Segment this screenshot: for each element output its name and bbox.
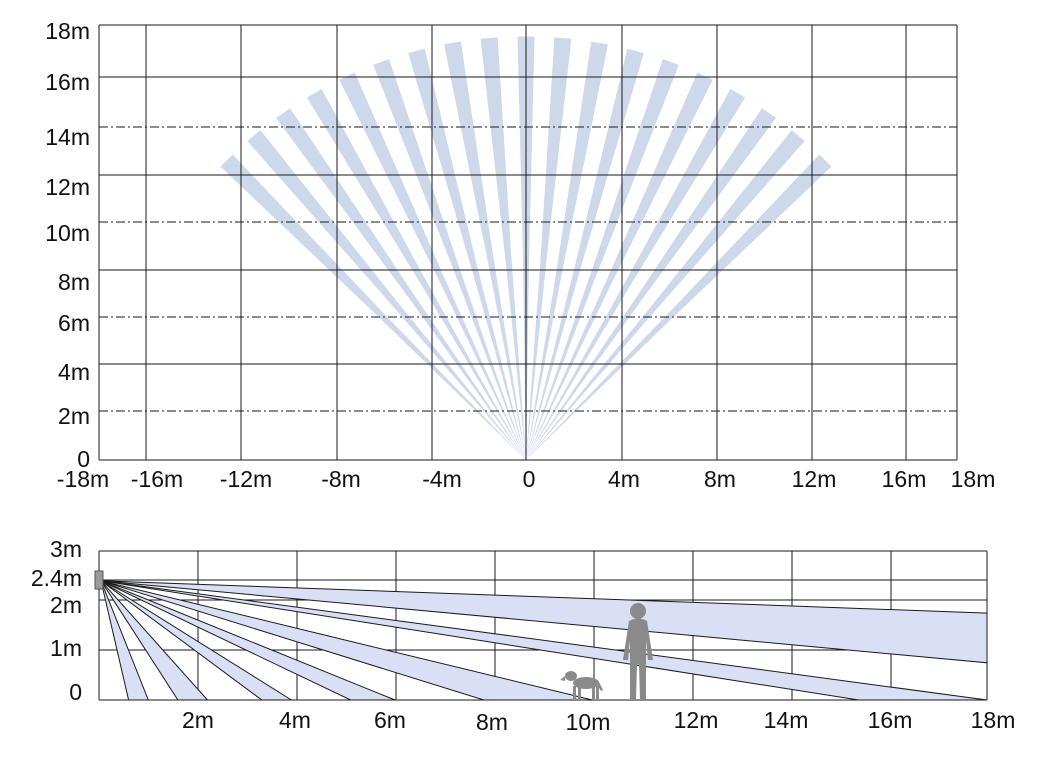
x-tick-label: 12m — [792, 466, 837, 492]
side-x-tick-label: 16m — [868, 707, 913, 733]
top-view-grid — [98, 24, 958, 461]
sensor-icon — [94, 570, 104, 590]
beam-5 — [373, 59, 526, 460]
y-tick-label: 4m — [58, 359, 90, 385]
beam-16 — [526, 108, 776, 460]
side-far-beam-0 — [100, 580, 988, 664]
side-y-tick-label: 2.4m — [31, 565, 82, 591]
x-tick-label: -18m — [57, 466, 109, 492]
beam-2 — [276, 108, 526, 460]
beam-6 — [408, 48, 526, 460]
x-tick-label: -8m — [321, 466, 361, 492]
y-tick-label: 2m — [58, 403, 90, 429]
side-beam-0 — [100, 580, 150, 701]
person-icon — [623, 603, 653, 700]
x-tick-label: 0 — [523, 466, 536, 492]
beam-18 — [526, 154, 832, 460]
beam-11 — [526, 41, 608, 460]
side-x-tick-label: 18m — [971, 707, 1016, 733]
y-tick-label: 12m — [45, 174, 90, 200]
beam-17 — [526, 130, 805, 460]
y-tick-label: 10m — [45, 220, 90, 246]
side-view-beams — [100, 580, 988, 701]
x-tick-label: 18m — [951, 466, 996, 492]
side-x-tick-label: 6m — [374, 707, 406, 733]
x-tick-label: 8m — [704, 466, 736, 492]
y-tick-label: 6m — [58, 310, 90, 336]
y-tick-label: 0 — [77, 446, 90, 472]
top-view-panel: 18m 16m 14m 12m 10m 8m 6m 4m 2m 0 -18m -16m -12m -8m… — [45, 18, 995, 492]
x-tick-label: 16m — [882, 466, 927, 492]
beam-1 — [247, 130, 527, 460]
top-view-y-axis-labels: 18m 16m 14m 12m 10m 8m 6m 4m 2m 0 — [45, 18, 90, 472]
y-tick-label: 18m — [45, 18, 90, 44]
x-tick-label: 4m — [608, 466, 640, 492]
top-view-beams — [220, 36, 832, 461]
beam-13 — [526, 59, 679, 460]
side-beam-3 — [100, 580, 396, 701]
beam-7 — [444, 41, 526, 460]
x-tick-label: -4m — [422, 466, 462, 492]
side-x-tick-label: 2m — [182, 707, 214, 733]
beam-0 — [220, 154, 526, 460]
side-x-tick-label: 14m — [764, 707, 809, 733]
y-tick-label: 14m — [45, 124, 90, 150]
side-x-tick-label: 12m — [674, 707, 719, 733]
beam-14 — [526, 72, 713, 460]
beam-12 — [526, 48, 644, 460]
beam-15 — [526, 89, 746, 460]
side-beam-1 — [100, 580, 209, 701]
x-tick-label: -12m — [220, 466, 272, 492]
beam-4 — [339, 72, 526, 460]
side-beam-2 — [100, 580, 294, 701]
beam-3 — [306, 89, 526, 460]
side-beam-4 — [100, 580, 593, 701]
side-y-tick-label: 1m — [50, 635, 82, 661]
y-tick-label: 8m — [58, 269, 90, 295]
top-view-x-axis-labels: -18m -16m -12m -8m -4m 0 4m 8m 12m 16m 18m — [57, 466, 996, 492]
side-x-tick-label: 4m — [279, 707, 311, 733]
side-y-tick-label: 0 — [69, 679, 82, 705]
x-tick-label: -16m — [131, 466, 183, 492]
side-view-x-axis-labels: 2m 4m 6m 8m 10m 12m 14m 16m 18m — [182, 707, 1015, 735]
side-x-tick-label: 8m — [476, 709, 508, 735]
dog-icon — [560, 671, 603, 700]
side-y-tick-label: 2m — [50, 592, 82, 618]
side-beam-5 — [100, 580, 988, 701]
y-tick-label: 16m — [45, 69, 90, 95]
side-y-tick-label: 3m — [50, 536, 82, 562]
side-x-tick-label: 10m — [566, 709, 611, 735]
